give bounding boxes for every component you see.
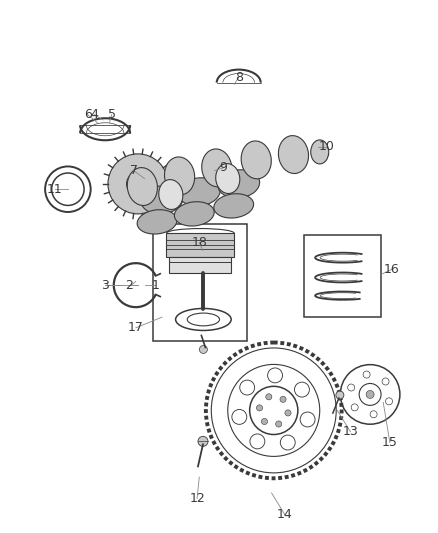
Text: 17: 17	[128, 321, 144, 334]
Bar	[166, 233, 234, 257]
Ellipse shape	[174, 201, 214, 226]
Circle shape	[370, 411, 377, 418]
Ellipse shape	[178, 177, 220, 206]
Text: 7: 7	[130, 164, 138, 177]
Circle shape	[257, 405, 263, 411]
Ellipse shape	[165, 157, 194, 195]
Circle shape	[294, 382, 309, 397]
Text: 13: 13	[343, 425, 358, 438]
Circle shape	[232, 409, 247, 424]
Circle shape	[280, 435, 295, 450]
Text: 5: 5	[108, 108, 116, 121]
Text: 12: 12	[189, 492, 205, 505]
Ellipse shape	[214, 193, 254, 218]
Text: 6: 6	[84, 108, 92, 121]
Ellipse shape	[279, 135, 308, 174]
Ellipse shape	[311, 140, 329, 164]
Text: 2: 2	[125, 279, 133, 292]
Circle shape	[366, 390, 374, 399]
Bar	[304, 235, 381, 317]
Circle shape	[240, 380, 254, 395]
Circle shape	[280, 396, 286, 402]
Ellipse shape	[218, 169, 260, 198]
Circle shape	[276, 421, 282, 427]
Circle shape	[348, 384, 355, 391]
Text: 1: 1	[152, 279, 159, 292]
Text: 18: 18	[191, 236, 207, 249]
Text: 11: 11	[47, 183, 63, 196]
Circle shape	[285, 410, 291, 416]
Circle shape	[351, 404, 358, 411]
Text: 10: 10	[318, 140, 334, 153]
Text: 15: 15	[382, 436, 398, 449]
Circle shape	[199, 345, 207, 353]
Circle shape	[250, 434, 265, 449]
Ellipse shape	[215, 164, 240, 193]
Circle shape	[336, 391, 344, 399]
Circle shape	[198, 437, 208, 446]
Circle shape	[108, 154, 168, 214]
Circle shape	[363, 371, 370, 378]
Ellipse shape	[202, 149, 232, 187]
Ellipse shape	[127, 167, 157, 206]
Text: 14: 14	[277, 508, 293, 521]
Circle shape	[268, 368, 283, 383]
Text: 9: 9	[219, 161, 227, 174]
Ellipse shape	[141, 185, 183, 214]
Circle shape	[300, 412, 315, 427]
Text: 3: 3	[101, 279, 109, 292]
Bar	[170, 257, 231, 273]
Ellipse shape	[159, 180, 183, 209]
Ellipse shape	[137, 209, 177, 234]
Circle shape	[385, 398, 392, 405]
Text: 16: 16	[384, 263, 400, 276]
Circle shape	[382, 378, 389, 385]
Ellipse shape	[241, 141, 271, 179]
Text: 8: 8	[235, 71, 243, 84]
Circle shape	[266, 394, 272, 400]
Bar	[153, 224, 247, 341]
Circle shape	[261, 418, 268, 425]
Text: 4: 4	[90, 108, 98, 121]
